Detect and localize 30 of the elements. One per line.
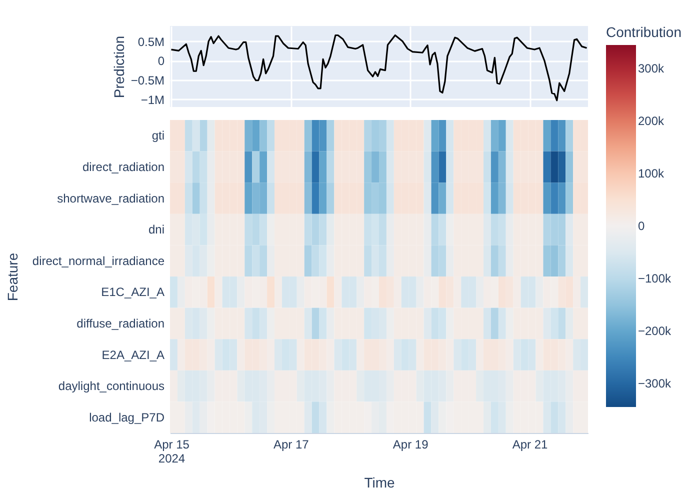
y-tick-label: direct_normal_irradiance (32, 254, 165, 268)
y-tick-label: −1M (140, 92, 164, 107)
color-bar-label: 300k (638, 62, 666, 76)
y-tick-label: 0 (158, 54, 165, 68)
y-tick-label: direct_radiation (82, 160, 164, 174)
color-bar-label: −300k (638, 376, 672, 390)
x-tick-label: Apr 17 (273, 438, 310, 452)
line-series (170, 34, 588, 102)
y-tick-label: daylight_continuous (58, 379, 164, 394)
color-bar-label: 0 (638, 219, 645, 233)
y-axis-title: Prediction (110, 36, 127, 98)
x-tick-label: Apr 15 2024 (154, 438, 190, 466)
x-tick-label: Apr 19 (392, 438, 429, 452)
y-tick-label: −0.5M (130, 74, 164, 88)
y-tick-label: E2A_AZI_A (102, 348, 164, 362)
y-tick-label: diffuse_radiation (76, 316, 164, 330)
color-bar-title: Contribution (606, 24, 682, 40)
x-tick-label: Apr 21 (512, 438, 548, 452)
color-bar-label: −200k (638, 324, 672, 338)
y-tick-label: gti (152, 128, 164, 143)
y-tick-label: 0.5M (138, 34, 164, 49)
y-tick-label: load_lag_P7D (89, 410, 165, 424)
y-tick-label: dni (148, 222, 164, 237)
color-bar-label: 200k (638, 114, 666, 128)
x-axis-title: Time (364, 474, 396, 490)
color-bar-label: 100k (638, 166, 666, 181)
y-axis-title: Feature (4, 252, 20, 302)
y-tick-label: shortwave_radiation (57, 191, 164, 206)
y-tick-label: E1C_AZI_A (101, 285, 164, 300)
color-bar-label: −100k (638, 271, 672, 286)
